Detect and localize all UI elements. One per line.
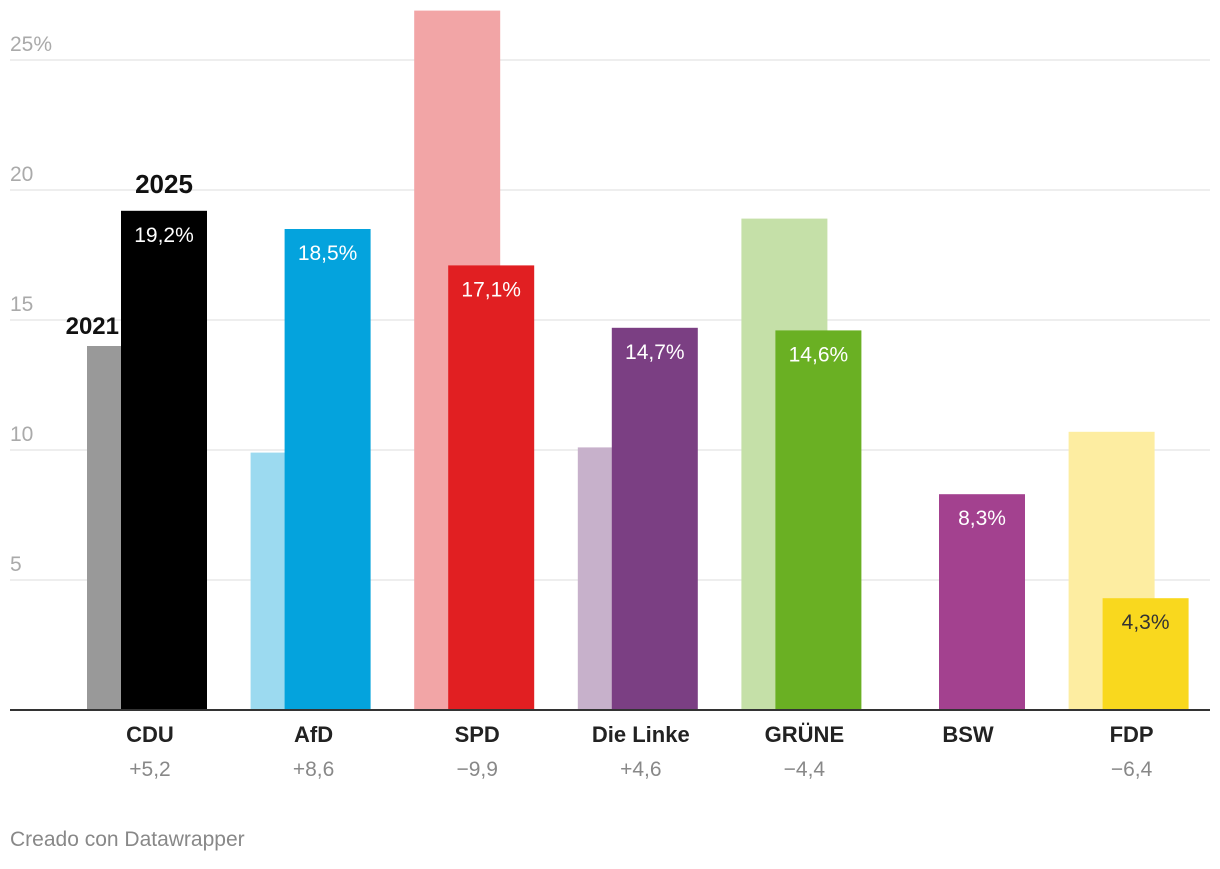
x-change-label: +8,6 — [293, 758, 334, 781]
bar-2025 — [121, 210, 207, 711]
bar-value-label: 18,5% — [298, 242, 358, 265]
x-change-label: −6,4 — [1111, 758, 1153, 781]
x-category-label: BSW — [942, 722, 994, 747]
series-label-2025: 2025 — [135, 169, 193, 199]
y-tick-label: 25% — [10, 33, 52, 56]
y-tick-label: 5 — [10, 553, 22, 576]
series-label-2021: 2021 — [66, 313, 119, 340]
bar-value-label: 8,3% — [958, 507, 1006, 530]
x-category-label: SPD — [455, 722, 500, 747]
bar-value-label: 14,7% — [625, 341, 685, 364]
x-category-label: FDP — [1110, 722, 1154, 747]
y-tick-label: 15 — [10, 293, 33, 316]
bar-2025 — [284, 229, 371, 710]
x-category-label: CDU — [126, 722, 174, 747]
x-change-label: +5,2 — [129, 758, 170, 781]
credit-text: Creado con Datawrapper — [10, 828, 245, 851]
bar-2025 — [448, 265, 535, 710]
bar-value-label: 14,6% — [789, 343, 849, 366]
x-change-label: −4,4 — [784, 758, 826, 781]
x-change-label: +4,6 — [620, 758, 661, 781]
x-change-label: −9,9 — [456, 758, 497, 781]
x-category-label: GRÜNE — [765, 722, 844, 747]
bar-2025 — [1102, 598, 1189, 710]
y-tick-label: 20 — [10, 163, 33, 186]
bar-2025 — [611, 327, 698, 710]
x-category-label: Die Linke — [592, 722, 690, 747]
bar-value-label: 19,2% — [134, 224, 194, 247]
bar-value-label: 17,1% — [461, 278, 521, 301]
x-category-label: AfD — [294, 722, 333, 747]
bar-2025 — [775, 330, 862, 710]
y-tick-label: 10 — [10, 423, 33, 446]
bar-2025 — [939, 494, 1025, 710]
bar-value-label: 4,3% — [1122, 611, 1170, 634]
